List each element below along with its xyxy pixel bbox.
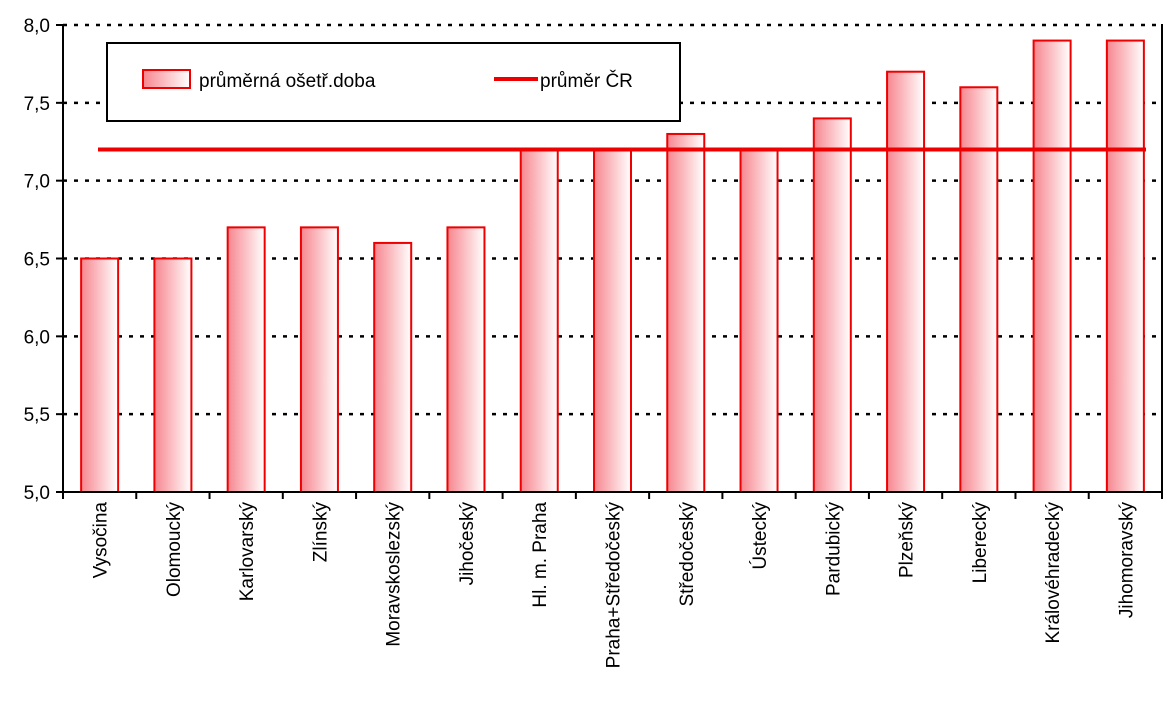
bar bbox=[739, 148, 779, 494]
bar bbox=[886, 70, 926, 493]
legend-bar-swatch bbox=[142, 69, 191, 89]
bar bbox=[812, 117, 852, 494]
y-tick-label: 7,0 bbox=[24, 172, 50, 193]
bar bbox=[80, 257, 120, 493]
x-tick-label: Praha+Středočeský bbox=[604, 502, 625, 669]
bar bbox=[446, 226, 486, 493]
x-tick-label: Olomoucký bbox=[164, 502, 185, 598]
y-tick-label: 6,0 bbox=[24, 327, 50, 348]
x-tick-label: Ústecký bbox=[749, 502, 771, 570]
y-tick-label: 6,5 bbox=[24, 250, 50, 271]
bar bbox=[519, 148, 559, 494]
axes: 5,0 5,5 6,0 6,5 7,0 7,5 8,0 Vysočina Olomoucký Ka… bbox=[24, 16, 1163, 669]
bar bbox=[1105, 39, 1145, 493]
x-tick-label: Středočeský bbox=[677, 502, 698, 607]
x-tick-label: Jihočeský bbox=[457, 502, 478, 586]
x-tick-label: Karlovarský bbox=[237, 502, 258, 602]
bar bbox=[666, 132, 706, 493]
y-tick-label: 5,0 bbox=[24, 483, 50, 504]
bar bbox=[373, 241, 413, 493]
legend-line-label: průměr ČR bbox=[540, 70, 633, 92]
bar bbox=[593, 148, 632, 494]
bar bbox=[959, 86, 999, 494]
x-tick-label: Vysočina bbox=[91, 502, 112, 579]
bar bbox=[299, 226, 339, 493]
bars bbox=[80, 39, 1145, 494]
x-tick-label: Liberecký bbox=[970, 502, 991, 584]
x-tick-label: Pardubický bbox=[823, 502, 844, 596]
legend-box bbox=[106, 42, 681, 122]
bar bbox=[226, 226, 266, 493]
x-tick-label: Plzeňský bbox=[897, 502, 918, 579]
x-tick-label: Královéhradecký bbox=[1043, 502, 1064, 644]
y-tick-label: 8,0 bbox=[24, 16, 50, 37]
y-tick-label: 7,5 bbox=[24, 94, 50, 115]
bar bbox=[1032, 39, 1072, 493]
bar bbox=[153, 257, 193, 493]
x-tick-label: Zlínský bbox=[310, 502, 331, 563]
x-tick-label: Hl. m. Praha bbox=[530, 502, 551, 608]
x-tick-label: Jihomoravský bbox=[1116, 502, 1137, 619]
x-tick-label: Moravskoslezský bbox=[384, 502, 405, 647]
legend-bar-label: průměrná ošetř.doba bbox=[199, 71, 376, 92]
y-tick-label: 5,5 bbox=[24, 405, 50, 426]
legend: průměrná ošetř.doba průměr ČR bbox=[106, 42, 681, 122]
